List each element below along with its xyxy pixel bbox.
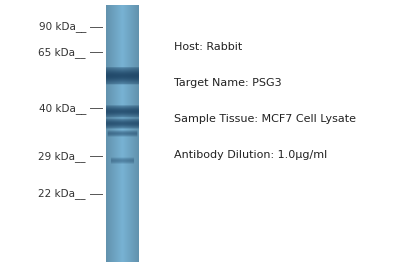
- Text: 40 kDa__: 40 kDa__: [39, 103, 86, 113]
- Text: 22 kDa__: 22 kDa__: [38, 188, 86, 199]
- Text: Antibody Dilution: 1.0μg/ml: Antibody Dilution: 1.0μg/ml: [174, 150, 327, 160]
- Text: 90 kDa__: 90 kDa__: [39, 21, 86, 32]
- Text: Sample Tissue: MCF7 Cell Lysate: Sample Tissue: MCF7 Cell Lysate: [174, 114, 356, 124]
- Text: 29 kDa__: 29 kDa__: [38, 151, 86, 162]
- Text: 65 kDa__: 65 kDa__: [38, 47, 86, 57]
- Text: Host: Rabbit: Host: Rabbit: [174, 42, 242, 52]
- Text: Target Name: PSG3: Target Name: PSG3: [174, 78, 282, 88]
